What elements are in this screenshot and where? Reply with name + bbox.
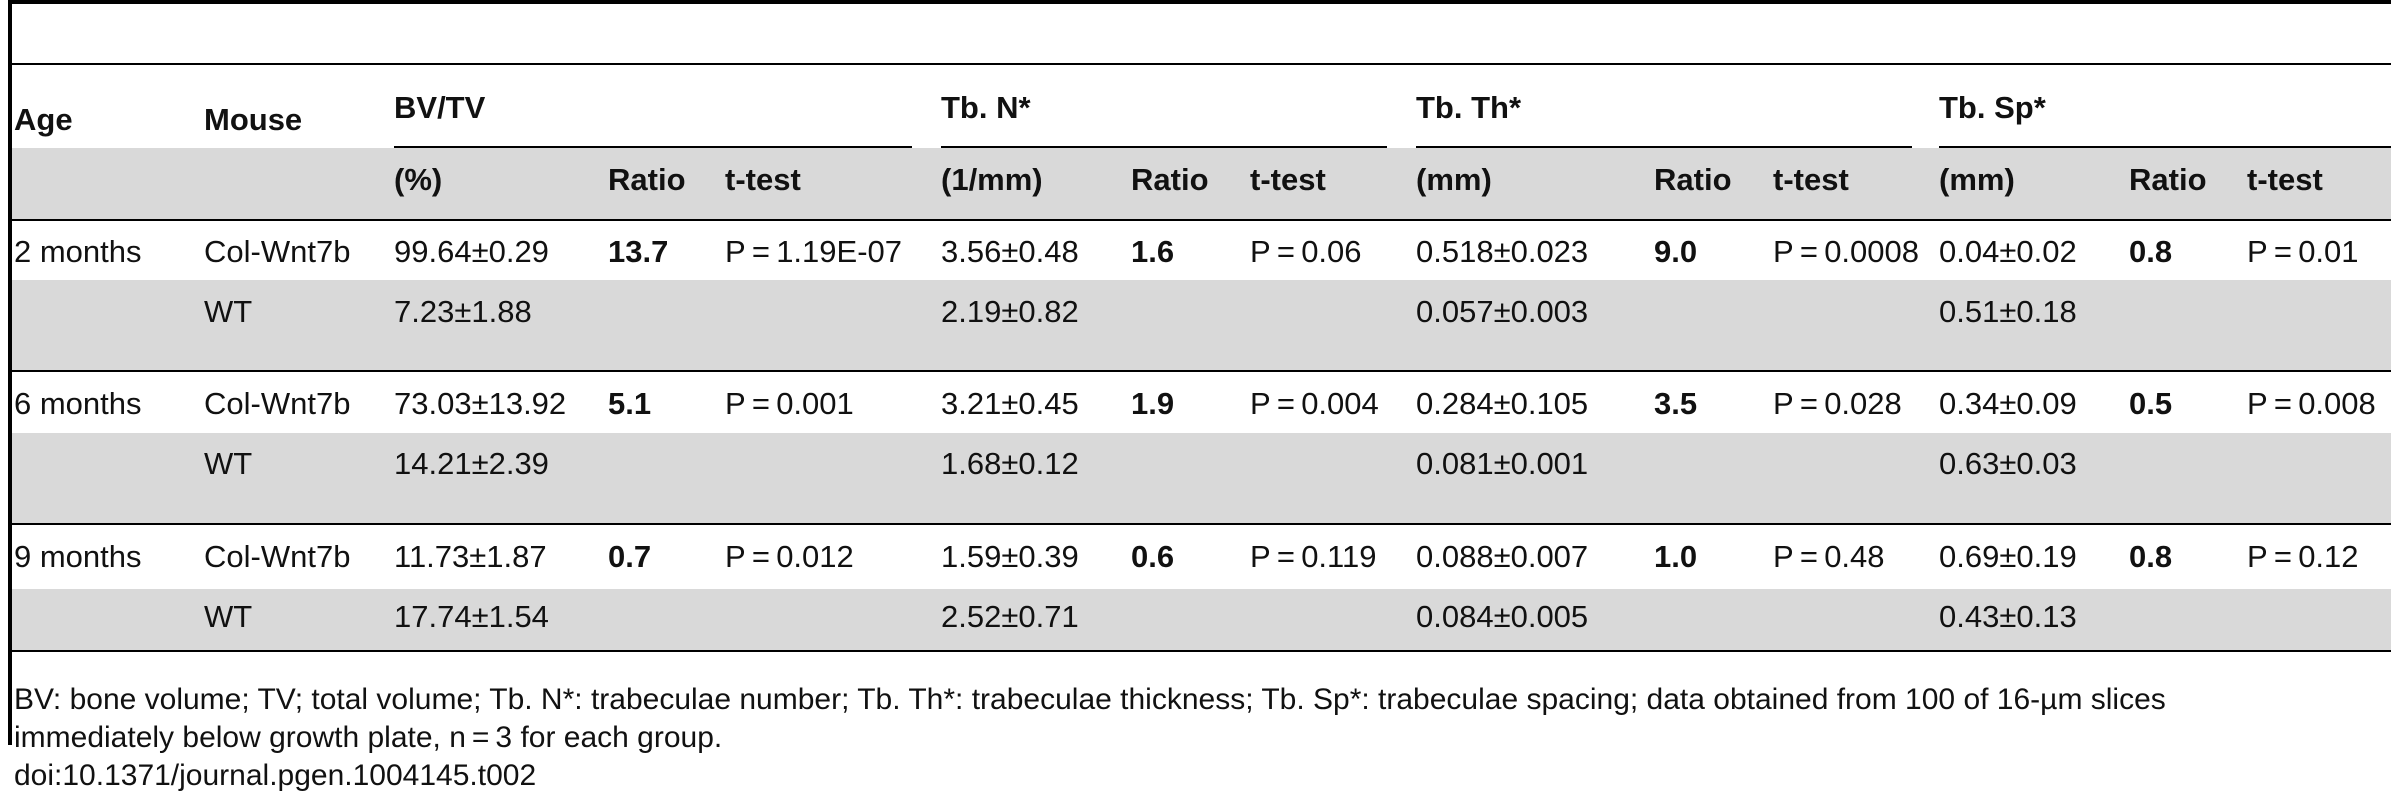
unit-bvtv: (%)	[394, 162, 443, 197]
bvtv-ratio: 0.7	[608, 539, 652, 574]
row-mouse: Col-Wnt7b	[204, 386, 351, 421]
table-footnote-line2: immediately below growth plate, n = 3 fo…	[14, 721, 723, 754]
tbn-ratio: 0.6	[1131, 539, 1175, 574]
header-top-rule	[12, 63, 2391, 65]
tbn-ratio: 1.6	[1131, 234, 1175, 269]
section-rule-6m	[12, 370, 2391, 372]
tbn-value: 1.59±0.39	[941, 539, 1079, 574]
ttest-header-tbsp: t-test	[2247, 162, 2323, 197]
tbth-ttest: P = 0.028	[1773, 386, 1902, 421]
unit-tbth: (mm)	[1416, 162, 1492, 197]
tbth-value: 0.084±0.005	[1416, 599, 1589, 634]
tbn-value: 3.56±0.48	[941, 234, 1079, 269]
ratio-header-tbn: Ratio	[1131, 162, 1209, 197]
tbsp-ttest: P = 0.008	[2247, 386, 2376, 421]
ttest-header-tbn: t-test	[1250, 162, 1326, 197]
group-rule-tbn	[941, 146, 1387, 148]
group-rule-bvtv	[394, 146, 912, 148]
tbsp-ttest: P = 0.01	[2247, 234, 2359, 269]
tbsp-value: 0.34±0.09	[1939, 386, 2077, 421]
row-band-wt-6m	[12, 433, 2391, 523]
row-band-wt-2m	[12, 280, 2391, 370]
tbth-value: 0.088±0.007	[1416, 539, 1589, 574]
tbth-value: 0.057±0.003	[1416, 294, 1589, 329]
bvtv-ttest: P = 0.001	[725, 386, 854, 421]
bvtv-ratio: 5.1	[608, 386, 652, 421]
tbn-ttest: P = 0.06	[1250, 234, 1362, 269]
bvtv-value: 14.21±2.39	[394, 446, 549, 481]
tbsp-value: 0.63±0.03	[1939, 446, 2077, 481]
row-mouse: Col-Wnt7b	[204, 234, 351, 269]
group-rule-tbth	[1416, 146, 1912, 148]
bvtv-value: 99.64±0.29	[394, 234, 549, 269]
tbn-value: 2.19±0.82	[941, 294, 1079, 329]
row-mouse: WT	[204, 294, 253, 329]
tbsp-value: 0.04±0.02	[1939, 234, 2077, 269]
tbsp-value: 0.43±0.13	[1939, 599, 2077, 634]
tbsp-ratio: 0.8	[2129, 234, 2173, 269]
section-rule-9m	[12, 523, 2391, 525]
table-footnote: BV: bone volume; TV; total volume; Tb. N…	[14, 683, 2166, 716]
group-header-tbn: Tb. N*	[941, 90, 1031, 125]
tbth-ratio: 3.5	[1654, 386, 1698, 421]
ttest-header-bvtv: t-test	[725, 162, 801, 197]
tbn-value: 2.52±0.71	[941, 599, 1079, 634]
tbn-ratio: 1.9	[1131, 386, 1175, 421]
group-header-bvtv: BV/TV	[394, 90, 486, 125]
group-header-tbsp: Tb. Sp*	[1939, 90, 2046, 125]
tbn-value: 1.68±0.12	[941, 446, 1079, 481]
ratio-header-tbsp: Ratio	[2129, 162, 2207, 197]
table-bottom-rule	[12, 650, 2391, 652]
top-rule	[8, 0, 2391, 4]
tbth-value: 0.081±0.001	[1416, 446, 1589, 481]
tbth-value: 0.518±0.023	[1416, 234, 1589, 269]
row-mouse: Col-Wnt7b	[204, 539, 351, 574]
tbth-ratio: 9.0	[1654, 234, 1698, 269]
ttest-header-tbth: t-test	[1773, 162, 1849, 197]
tbn-value: 3.21±0.45	[941, 386, 1079, 421]
tbsp-ratio: 0.8	[2129, 539, 2173, 574]
bvtv-value: 7.23±1.88	[394, 294, 532, 329]
bvtv-ratio: 13.7	[608, 234, 669, 269]
row-age: 2 months	[14, 234, 142, 269]
row-band-wt-9m	[12, 589, 2391, 650]
tbth-ttest: P = 0.48	[1773, 539, 1885, 574]
row-age: 6 months	[14, 386, 142, 421]
tbsp-ratio: 0.5	[2129, 386, 2173, 421]
col-header-mouse: Mouse	[204, 102, 303, 137]
row-mouse: WT	[204, 446, 253, 481]
bvtv-value: 17.74±1.54	[394, 599, 549, 634]
tbsp-value: 0.51±0.18	[1939, 294, 2077, 329]
left-border	[8, 0, 12, 745]
tbsp-ttest: P = 0.12	[2247, 539, 2359, 574]
header-unit-band	[12, 148, 2391, 219]
unit-tbsp: (mm)	[1939, 162, 2015, 197]
doi-link[interactable]: doi:10.1371/journal.pgen.1004145.t002	[14, 759, 537, 792]
bvtv-value: 11.73±1.87	[394, 539, 547, 574]
group-header-tbth: Tb. Th*	[1416, 90, 1522, 125]
unit-tbn: (1/mm)	[941, 162, 1043, 197]
bvtv-value: 73.03±13.92	[394, 386, 567, 421]
bvtv-ttest: P = 1.19E-07	[725, 234, 903, 269]
row-mouse: WT	[204, 599, 253, 634]
tbn-ttest: P = 0.004	[1250, 386, 1379, 421]
bvtv-ttest: P = 0.012	[725, 539, 854, 574]
col-header-age: Age	[14, 102, 73, 137]
row-age: 9 months	[14, 539, 142, 574]
tbth-ratio: 1.0	[1654, 539, 1698, 574]
group-rule-tbsp	[1939, 146, 2391, 148]
tbth-ttest: P = 0.0008	[1773, 234, 1920, 269]
tbn-ttest: P = 0.119	[1250, 539, 1377, 574]
ratio-header-tbth: Ratio	[1654, 162, 1732, 197]
ratio-header-bvtv: Ratio	[608, 162, 686, 197]
tbth-value: 0.284±0.105	[1416, 386, 1589, 421]
header-bottom-rule	[12, 219, 2391, 221]
tbsp-value: 0.69±0.19	[1939, 539, 2077, 574]
